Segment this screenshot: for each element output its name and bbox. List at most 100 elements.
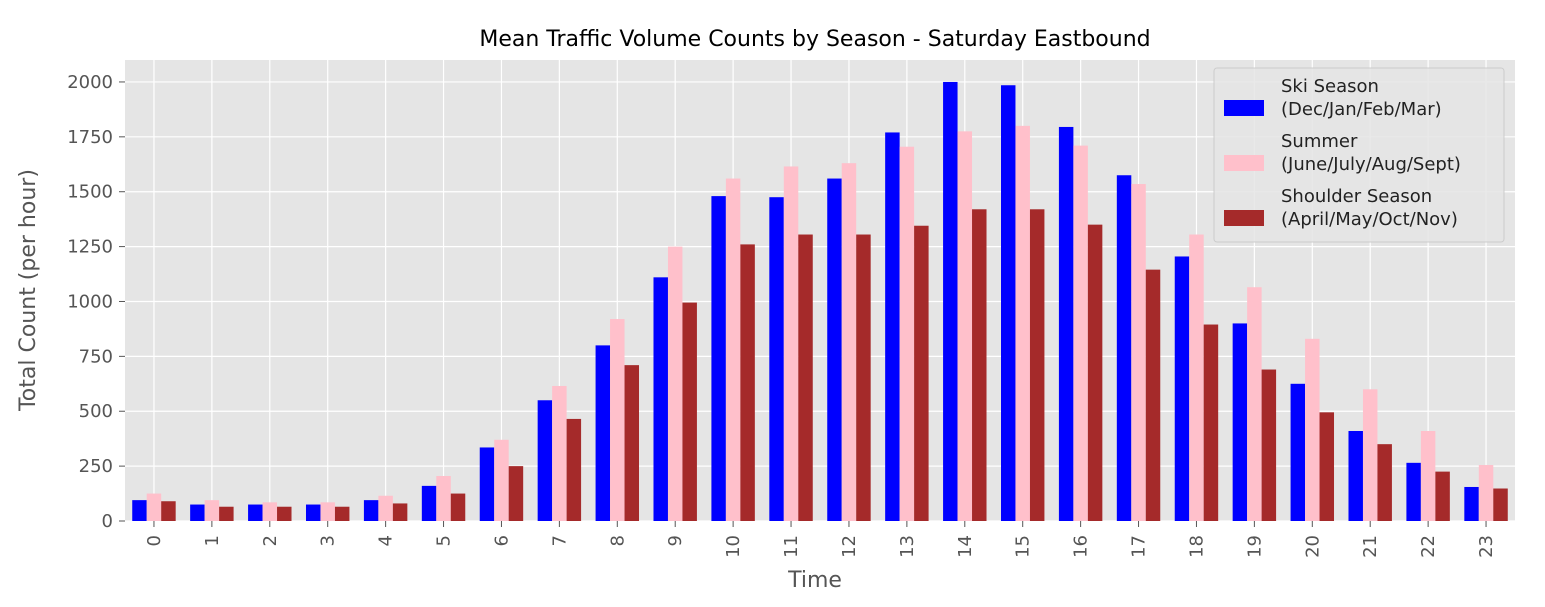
bar-shoulder-season-18 xyxy=(1203,324,1219,521)
legend-label: (April/May/Oct/Nov) xyxy=(1281,209,1458,230)
bar-shoulder-season-15 xyxy=(1029,209,1045,521)
x-axis-label: Time xyxy=(787,568,842,593)
bar-summer-22 xyxy=(1420,430,1436,521)
legend-label: Summer xyxy=(1281,131,1358,152)
bar-summer-5 xyxy=(436,475,451,521)
legend: Ski Season (Dec/Jan/Feb/Mar) Summer (June… xyxy=(1213,67,1505,243)
x-tick-label: 15 xyxy=(1013,535,1034,558)
legend-swatch xyxy=(1224,210,1264,226)
x-tick-label: 12 xyxy=(839,535,860,558)
bar-shoulder-season-1 xyxy=(219,506,234,521)
bar-summer-2 xyxy=(262,502,278,521)
legend-box xyxy=(1213,67,1505,243)
bar-shoulder-season-0 xyxy=(161,501,176,521)
y-axis-label: Total Count (per hour) xyxy=(16,169,41,412)
bar-summer-23 xyxy=(1478,465,1494,521)
y-tick-label: 250 xyxy=(79,456,113,477)
bar-ski-season-0 xyxy=(132,500,147,521)
bar-summer-8 xyxy=(610,319,625,521)
bar-shoulder-season-5 xyxy=(450,493,466,521)
bar-shoulder-season-20 xyxy=(1319,412,1335,521)
bar-shoulder-season-17 xyxy=(1145,269,1161,521)
bar-ski-season-23 xyxy=(1464,486,1479,521)
x-tick-label: 4 xyxy=(376,535,397,546)
bar-summer-16 xyxy=(1073,145,1088,521)
bar-summer-17 xyxy=(1131,184,1146,521)
bar-shoulder-season-6 xyxy=(508,466,524,521)
bar-summer-7 xyxy=(552,385,567,521)
bar-ski-season-4 xyxy=(363,500,379,521)
x-tick-label: 0 xyxy=(144,535,165,546)
bar-ski-season-2 xyxy=(248,504,263,521)
y-tick-label: 0 xyxy=(102,511,113,532)
x-tick-label: 5 xyxy=(434,535,455,546)
bar-shoulder-season-16 xyxy=(1087,224,1103,521)
bar-ski-season-3 xyxy=(305,504,321,521)
y-tick-label: 1000 xyxy=(67,291,113,312)
x-tick-label: 23 xyxy=(1476,535,1497,558)
x-tick-label: 3 xyxy=(318,535,339,546)
x-tick-label: 1 xyxy=(202,535,223,546)
bar-summer-18 xyxy=(1189,234,1204,521)
bar-ski-season-17 xyxy=(1116,175,1132,521)
y-tick-label: 1750 xyxy=(67,127,113,148)
bar-summer-11 xyxy=(783,166,799,521)
bar-ski-season-16 xyxy=(1058,126,1074,521)
x-tick-label: 21 xyxy=(1360,535,1381,558)
bar-ski-season-7 xyxy=(537,400,553,521)
bar-shoulder-season-4 xyxy=(392,503,408,521)
bar-shoulder-season-23 xyxy=(1493,488,1508,521)
bar-shoulder-season-8 xyxy=(624,365,640,521)
legend-label: Ski Season xyxy=(1281,76,1379,97)
y-tick-label: 500 xyxy=(79,401,113,422)
bar-shoulder-season-13 xyxy=(914,225,929,521)
y-tick-label: 2000 xyxy=(67,72,113,93)
bar-ski-season-12 xyxy=(827,178,842,522)
legend-swatch xyxy=(1224,100,1264,116)
bar-ski-season-5 xyxy=(421,485,437,521)
x-tick-label: 18 xyxy=(1186,535,1207,558)
bar-ski-season-8 xyxy=(595,345,611,521)
x-tick-label: 16 xyxy=(1071,535,1092,558)
bar-ski-season-21 xyxy=(1348,430,1363,521)
bar-ski-season-18 xyxy=(1174,256,1190,521)
x-axis-ticks: 0 1 2 3 4 5 6 7 8 9 10 11 12 13 14 15 16 17 18 19 20 21 22 23 xyxy=(144,521,1497,558)
bar-shoulder-season-21 xyxy=(1377,444,1392,521)
x-tick-label: 17 xyxy=(1129,535,1150,558)
bar-shoulder-season-12 xyxy=(856,234,871,521)
bar-ski-season-10 xyxy=(711,196,726,521)
x-tick-label: 7 xyxy=(549,535,570,546)
bar-summer-6 xyxy=(494,439,509,521)
x-tick-label: 10 xyxy=(723,535,744,558)
bar-ski-season-19 xyxy=(1232,323,1248,521)
x-tick-label: 22 xyxy=(1418,535,1439,558)
bar-summer-4 xyxy=(378,495,393,521)
y-tick-label: 1500 xyxy=(67,182,113,203)
x-tick-label: 14 xyxy=(955,535,976,558)
bar-summer-13 xyxy=(899,146,915,521)
bar-shoulder-season-19 xyxy=(1261,369,1277,521)
bar-summer-15 xyxy=(1015,125,1030,521)
chart-title: Mean Traffic Volume Counts by Season - S… xyxy=(479,27,1150,52)
bar-ski-season-11 xyxy=(769,197,784,521)
y-tick-label: 750 xyxy=(79,346,113,367)
x-tick-label: 19 xyxy=(1244,535,1265,558)
bar-summer-9 xyxy=(667,246,683,521)
bar-shoulder-season-11 xyxy=(798,234,813,521)
bar-summer-12 xyxy=(841,163,857,521)
x-tick-label: 9 xyxy=(665,535,686,546)
bar-summer-20 xyxy=(1305,338,1320,521)
bar-ski-season-13 xyxy=(885,132,900,521)
bar-ski-season-1 xyxy=(190,504,205,521)
x-tick-label: 6 xyxy=(491,535,512,546)
x-tick-label: 13 xyxy=(897,535,918,558)
bar-summer-14 xyxy=(957,131,973,521)
x-tick-label: 20 xyxy=(1302,535,1323,558)
legend-label: (Dec/Jan/Feb/Mar) xyxy=(1281,99,1442,120)
legend-label: (June/July/Aug/Sept) xyxy=(1281,154,1461,175)
bar-ski-season-6 xyxy=(479,447,495,521)
bar-ski-season-15 xyxy=(1000,85,1016,521)
bar-shoulder-season-2 xyxy=(277,506,292,521)
y-tick-label: 1250 xyxy=(67,237,113,258)
